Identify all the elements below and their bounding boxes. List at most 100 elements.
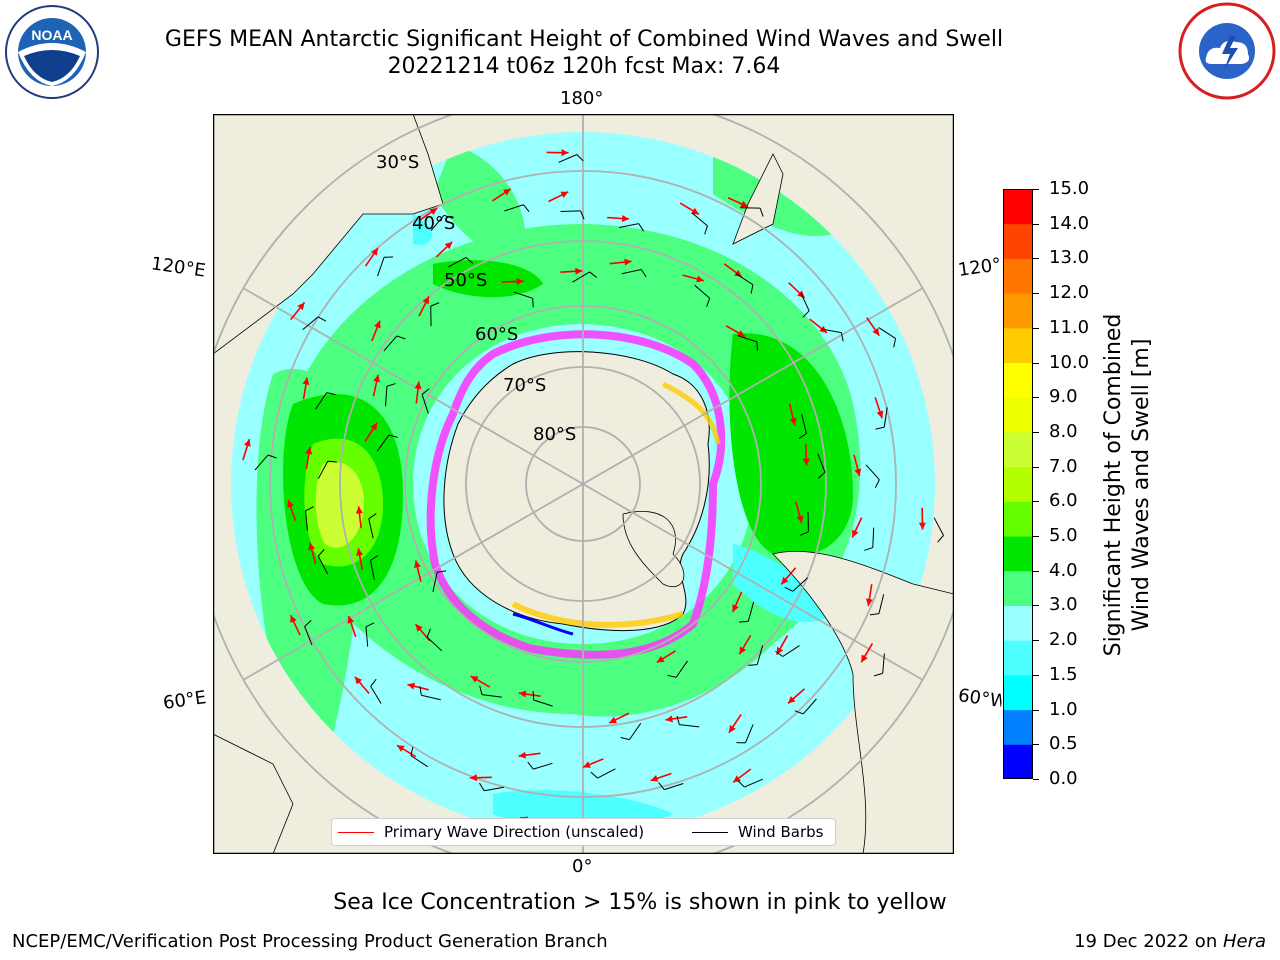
wind-barb-shaft bbox=[432, 572, 438, 592]
wind-barb-flag bbox=[799, 531, 809, 536]
colorbar-segment bbox=[1003, 501, 1033, 537]
wind-barb-shaft bbox=[317, 555, 328, 575]
wave-arrow-head bbox=[728, 724, 736, 733]
lat-label-70s: 70°S bbox=[503, 375, 547, 396]
colorbar-tick-label: 1.5 bbox=[1049, 663, 1078, 685]
wind-barb-shaft bbox=[383, 335, 398, 352]
wind-barb-shaft bbox=[821, 328, 842, 334]
wind-barb-flag bbox=[368, 513, 377, 520]
wind-barb-flag bbox=[739, 620, 749, 623]
wind-barb-flag bbox=[737, 780, 745, 788]
wave-arrow-head bbox=[407, 682, 416, 690]
wind-barb-flag bbox=[532, 690, 535, 701]
wave-arrow-head bbox=[355, 506, 363, 514]
colorbar-segment bbox=[1003, 536, 1033, 572]
wind-barb-shaft bbox=[377, 257, 385, 277]
colorbar bbox=[1003, 189, 1033, 780]
wind-barb-flag bbox=[326, 392, 336, 396]
colorbar-tick-mark bbox=[1033, 189, 1039, 190]
wave-arrow-head bbox=[415, 624, 423, 632]
colorbar-tick-label: 0.5 bbox=[1049, 733, 1078, 755]
wind-barb-shaft bbox=[597, 768, 616, 779]
wind-barb-flag bbox=[479, 782, 485, 792]
wind-barb-flag bbox=[304, 619, 312, 627]
lat-label-50s: 50°S bbox=[444, 270, 488, 291]
wind-barb-shaft bbox=[481, 694, 502, 698]
colorbar-segment bbox=[1003, 744, 1033, 780]
wave-arrow-head bbox=[656, 655, 665, 663]
wind-barb-shaft bbox=[747, 601, 755, 622]
colorbar-tick-label: 10.0 bbox=[1049, 351, 1090, 373]
wave-arrow-head bbox=[583, 761, 591, 768]
colorbar-tick-label: 7.0 bbox=[1049, 455, 1078, 477]
wind-barb-flag bbox=[798, 432, 807, 439]
colorbar-tick-mark bbox=[1033, 709, 1039, 711]
colorbar-tick-mark bbox=[1033, 223, 1039, 225]
wave-arrow-head bbox=[732, 604, 739, 613]
wave-arrow-head bbox=[518, 751, 527, 759]
wind-barb-shaft bbox=[782, 645, 800, 657]
colorbar-tick-label: 15.0 bbox=[1049, 178, 1090, 199]
wave-arrow-head bbox=[469, 774, 477, 782]
colorbar-segment bbox=[1003, 466, 1033, 502]
legend-item-wind-barbs: Wind Barbs bbox=[692, 822, 823, 842]
colorbar-segment bbox=[1003, 293, 1033, 329]
colorbar-tick-mark bbox=[1033, 397, 1039, 399]
colorbar-segment bbox=[1003, 431, 1033, 468]
legend-wave-line bbox=[338, 832, 374, 833]
wind-barb-flag bbox=[748, 664, 758, 666]
africa bbox=[213, 733, 294, 854]
wind-barb-shaft bbox=[807, 511, 809, 532]
wind-barb-flag bbox=[430, 302, 440, 307]
wave-arrow-head bbox=[518, 690, 527, 698]
wave-arrow-head bbox=[739, 646, 747, 655]
colorbar-ticks: 0.0 0.5 1.0 1.5 2.0 3.0 4.0 5.0 6.0 7.0 8.0 9.0 10.0… bbox=[1033, 178, 1103, 789]
wave-arrow-head bbox=[302, 377, 310, 385]
colorbar-tick-label: 13.0 bbox=[1049, 247, 1090, 269]
wind-barb-shaft bbox=[558, 154, 578, 163]
wind-barb-shaft bbox=[878, 327, 896, 339]
wind-barb-flag bbox=[750, 284, 754, 294]
colorbar-tick-mark bbox=[1033, 293, 1039, 295]
wind-barb-flag bbox=[873, 672, 883, 677]
wind-barb-flag bbox=[317, 549, 325, 557]
wave-arrow-head bbox=[287, 499, 294, 508]
colorbar-tick-mark bbox=[1033, 640, 1039, 642]
lon-label-120w: 120°W bbox=[956, 254, 1004, 281]
wind-barb-flag bbox=[365, 622, 375, 628]
wave-arrow-head bbox=[575, 267, 583, 275]
wind-barb-flag bbox=[704, 225, 708, 235]
wind-barb-shaft bbox=[744, 778, 763, 788]
wind-barb-shaft bbox=[421, 694, 441, 701]
new-zealand bbox=[732, 153, 784, 245]
colorbar-segment bbox=[1003, 327, 1033, 364]
wind-barb-flag bbox=[527, 761, 534, 770]
wind-barb-shaft bbox=[735, 273, 754, 286]
colorbar-tick-mark bbox=[1033, 258, 1039, 260]
chart-title: GEFS MEAN Antarctic Significant Height o… bbox=[164, 27, 1004, 52]
wind-barb-shaft bbox=[792, 577, 808, 592]
colorbar-tick-label: 8.0 bbox=[1049, 420, 1078, 442]
nws-logo bbox=[1178, 2, 1276, 100]
wind-barb-shaft bbox=[370, 686, 382, 704]
wind-barb-shaft bbox=[448, 257, 467, 268]
wind-barb-flag bbox=[775, 650, 784, 657]
wind-barb-flag bbox=[706, 298, 711, 307]
wave-arrow-head bbox=[734, 269, 742, 277]
wind-barb-shaft bbox=[376, 434, 390, 452]
colorbar-tick-label: 11.0 bbox=[1049, 316, 1090, 338]
colorbar-tick-label: 6.0 bbox=[1049, 490, 1078, 512]
wind-barb-shaft bbox=[628, 722, 642, 740]
wind-barb-flag bbox=[523, 204, 530, 213]
wind-barb-shaft bbox=[368, 518, 374, 539]
wind-barb-flag bbox=[676, 715, 680, 725]
colorbar-tick-mark bbox=[1033, 327, 1039, 329]
colorbar-tick-mark bbox=[1033, 744, 1039, 746]
wind-barb-shaft bbox=[694, 284, 711, 299]
wind-barb-shaft bbox=[254, 454, 269, 471]
wind-barb-shaft bbox=[533, 762, 553, 770]
wave-arrow-head bbox=[796, 515, 804, 524]
wind-barb-shaft bbox=[802, 698, 817, 715]
australia bbox=[213, 114, 444, 355]
wind-barb-shaft bbox=[572, 271, 590, 283]
